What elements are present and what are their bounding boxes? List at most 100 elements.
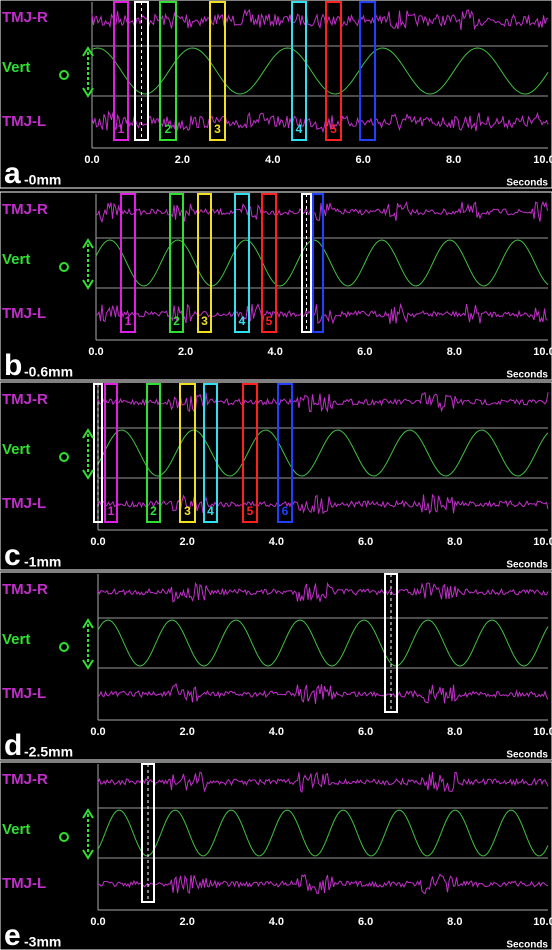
x-tick-label: 10.0 [533,916,552,928]
x-tick-label: 0.0 [88,346,103,358]
x-tick-label: 10.0 [533,154,552,166]
arrow-head [82,808,94,860]
channel-label: Vert [2,631,30,648]
jaw-trace [91,47,549,95]
channel-label: TMJ-R [2,9,48,26]
emg-trace [97,391,549,413]
panel-depth: -0.6mm [24,364,73,380]
panel-letter: d [4,729,22,762]
marker-box [146,383,161,523]
emg-trace [97,683,549,704]
marker-box [277,383,293,523]
marker-label: 5 [247,504,254,518]
x-tick-label: 8.0 [447,916,462,928]
x-tick-label: 4.0 [265,154,280,166]
panel-letter: c [4,539,21,572]
marker-label: 1 [108,504,115,518]
x-tick-label: 2.0 [180,726,195,738]
marker-box [261,193,277,333]
channel-label: TMJ-L [2,875,46,892]
arrow-head [82,238,94,290]
marker-label: 1 [118,122,125,136]
x-tick-label: 2.0 [178,346,193,358]
marker-box [312,193,324,333]
x-tick-label: 6.0 [356,154,371,166]
emg-trace [91,110,549,134]
emg-trace [97,771,549,794]
panel-depth: -1mm [24,554,61,570]
marker-label: 2 [150,504,157,518]
panel-letter: a [4,157,21,190]
channel-label: TMJ-R [2,391,48,408]
marker-box [159,1,177,141]
channel-label: TMJ-L [2,685,46,702]
emg-trace [95,200,548,224]
marker-box [209,1,226,141]
jaw-trace [97,809,549,857]
vert-symbol [59,262,69,272]
marker-box [113,1,129,141]
marker-box [179,383,196,523]
jaw-trace [97,619,549,667]
x-tick-label: 8.0 [447,346,462,358]
x-tick-label: 0.0 [84,154,99,166]
channel-label: Vert [2,251,30,268]
marker-label: 1 [125,314,132,328]
marker-box [242,383,258,523]
x-tick-label: 8.0 [446,154,461,166]
arrow-head [82,46,94,98]
marker-label: 4 [296,122,303,136]
channel-label: TMJ-L [2,305,46,322]
channel-label: TMJ-R [2,581,48,598]
marker-box [359,1,376,141]
x-tick-label: 0.0 [90,916,105,928]
panel-depth: -0mm [24,172,61,188]
x-tick-label: 2.0 [180,916,195,928]
marker-label: 3 [214,122,221,136]
marker-label: 5 [330,122,337,136]
panel: 1 2 3 4 5 TMJ-R Vert TMJ-L 0.0 2.0 4.0 6.0 8.0 10.0 Se… [0,191,552,382]
channel-label: TMJ-R [2,771,48,788]
axis-label: Seconds [506,178,548,189]
panel: 1 2 3 4 5 6 TMJ-R Vert TMJ-L 0.0 2.0 4.0 6.0 8.0 10.0 S… [0,381,552,572]
panel-background [0,381,552,571]
marker-label: 4 [239,314,246,328]
marker-label: 2 [165,122,172,136]
marker-label: 2 [173,314,180,328]
emg-trace [97,581,549,603]
emg-trace [95,302,548,325]
panel: TMJ-R Vert TMJ-L 0.0 2.0 4.0 6.0 8.0 10.0 Seconds… [0,571,552,762]
jaw-trace [97,429,549,477]
panel: TMJ-R Vert TMJ-L 0.0 2.0 4.0 6.0 8.0 10.0 Seconds… [0,761,552,950]
x-tick-label: 4.0 [269,536,284,548]
axis-label: Seconds [506,940,548,950]
x-tick-label: 0.0 [90,536,105,548]
vert-symbol [59,452,69,462]
x-tick-label: 0.0 [90,726,105,738]
x-tick-label: 4.0 [268,346,283,358]
arrow-head [82,428,94,480]
channel-label: TMJ-L [2,113,46,130]
vert-symbol [59,70,69,80]
panel-letter: b [4,349,22,382]
marker-box [120,193,136,333]
channel-label: TMJ-L [2,495,46,512]
marker-label: 5 [266,314,273,328]
marker-box [203,383,218,523]
panel: 1 2 3 4 5 TMJ-R Vert TMJ-L 0.0 2.0 4.0 6.0 8.0 10.0 Se… [0,0,552,190]
marker-label: 3 [184,504,191,518]
axis-label: Seconds [506,560,548,571]
vert-symbol [59,642,69,652]
panel-depth: -3mm [24,934,61,950]
channel-label: Vert [2,59,30,76]
marker-box [197,193,212,333]
marker-label: 6 [282,504,289,518]
x-tick-label: 10.0 [533,536,552,548]
marker-label: 3 [201,314,208,328]
channel-label: TMJ-R [2,201,48,218]
x-tick-label: 10.0 [533,726,552,738]
marker-box [169,193,184,333]
vert-symbol [59,832,69,842]
channel-label: Vert [2,821,30,838]
panel-depth: -2.5mm [24,744,73,760]
